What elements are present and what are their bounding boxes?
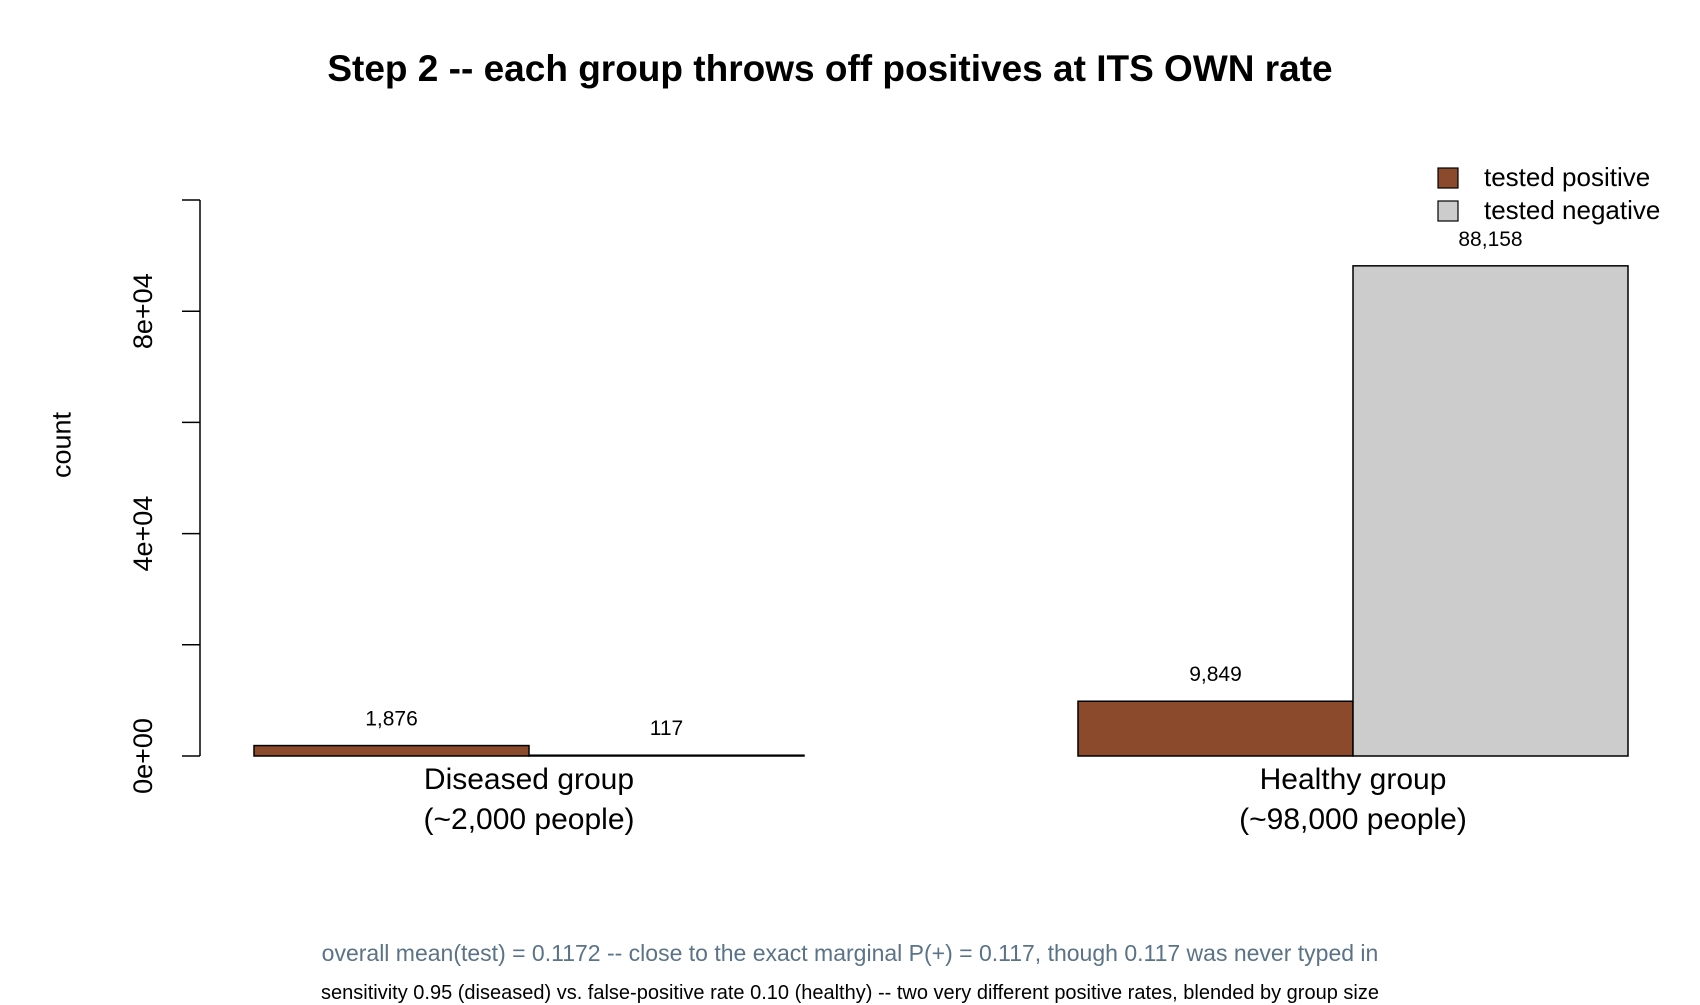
y-tick-label: 4e+04 xyxy=(128,496,158,572)
bar xyxy=(1352,265,1629,757)
y-tick-label: 0e+00 xyxy=(128,718,158,794)
caption-line-1: overall mean(test) = 0.1172 -- close to … xyxy=(321,940,1379,966)
y-tick-label: 8e+04 xyxy=(128,273,158,349)
legend-swatch xyxy=(1437,200,1459,222)
legend-swatch xyxy=(1437,167,1459,189)
x-category-label: (~98,000 people) xyxy=(1239,803,1467,836)
x-category-label: Healthy group xyxy=(1260,763,1447,796)
data-label: 9,849 xyxy=(1189,663,1242,686)
data-label: 88,158 xyxy=(1458,228,1522,251)
data-label: 117 xyxy=(650,717,683,740)
data-label: 1,876 xyxy=(365,708,418,731)
chart-title: Step 2 -- each group throws off positive… xyxy=(327,48,1333,89)
legend-label: tested positive xyxy=(1484,162,1650,192)
legend-label: tested negative xyxy=(1484,195,1660,225)
bar xyxy=(253,744,530,757)
x-category-label: (~2,000 people) xyxy=(424,803,635,836)
bar xyxy=(528,754,805,757)
x-category-label: Diseased group xyxy=(424,763,634,796)
caption-line-2: sensitivity 0.95 (diseased) vs. false-po… xyxy=(321,982,1379,1004)
bar xyxy=(1077,700,1354,757)
